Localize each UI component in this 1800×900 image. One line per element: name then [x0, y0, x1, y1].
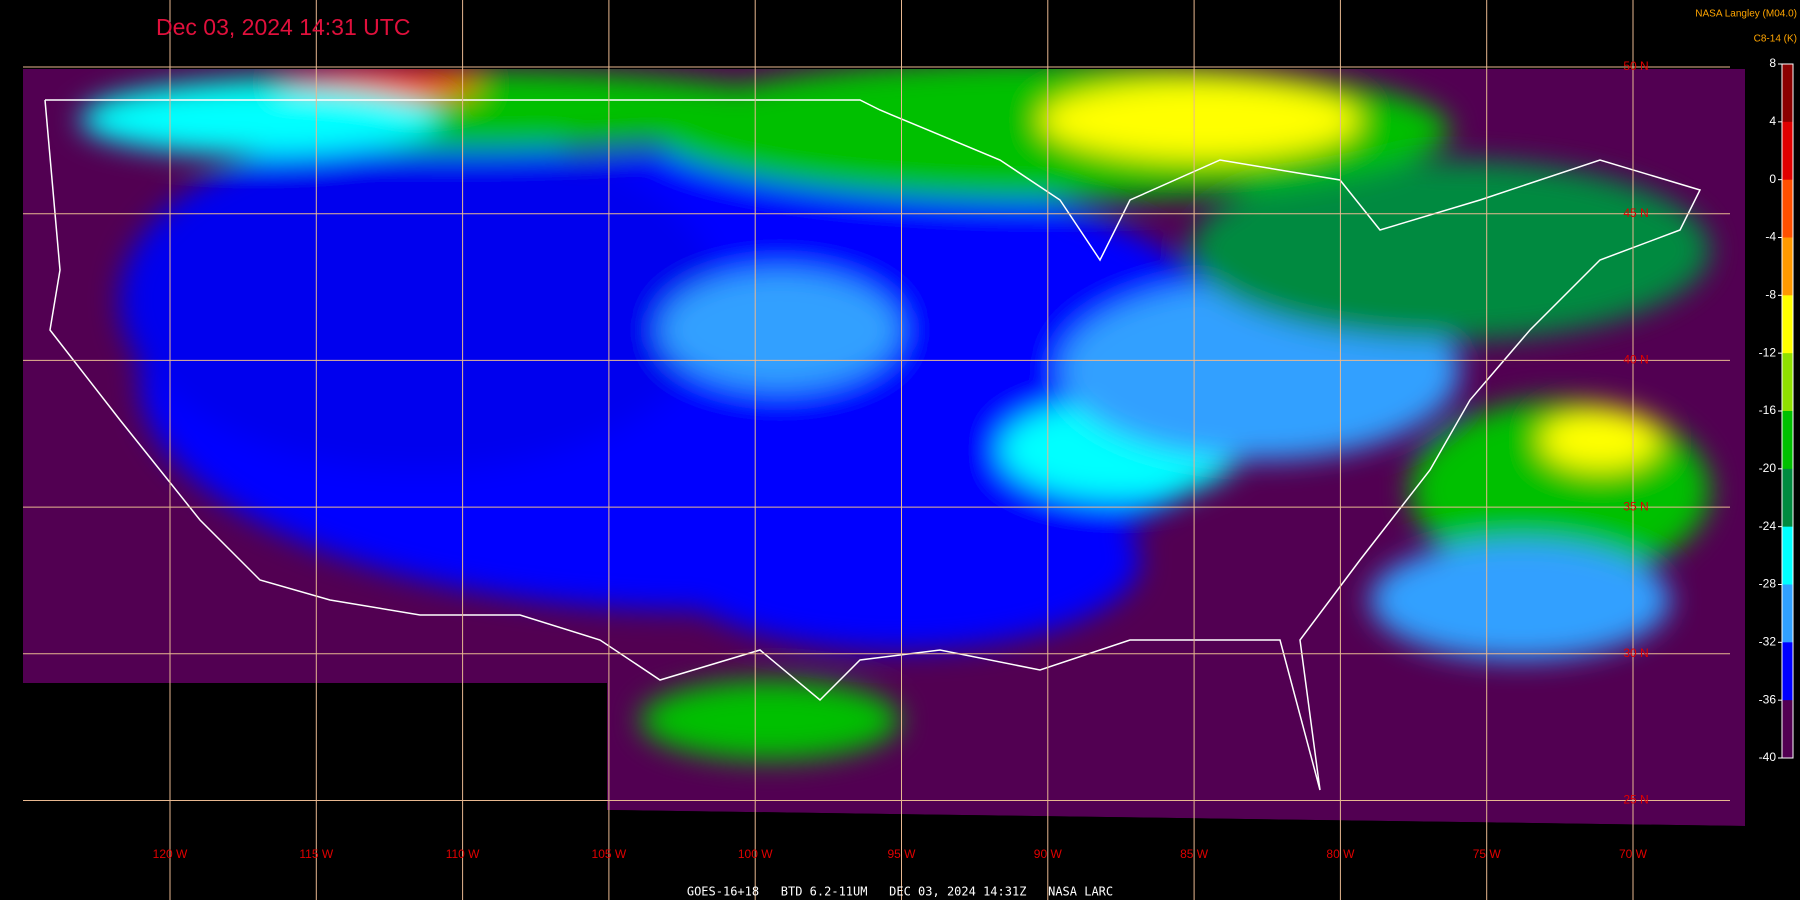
- latitude-label: 45 N: [1623, 206, 1648, 220]
- colorbar-tick-label: 8: [1769, 56, 1776, 70]
- colorbar-swatch: [1782, 121, 1793, 181]
- colorbar-tick-label: -4: [1765, 230, 1776, 244]
- latitude-label: 35 N: [1623, 499, 1648, 513]
- footer: GOES-16+18 BTD 6.2-11UM DEC 03, 2024 14:…: [687, 885, 1113, 899]
- longitude-label: 100 W: [738, 847, 773, 861]
- credit: NASA Langley (M04.0): [1695, 9, 1797, 20]
- colorbar-tick-label: -28: [1759, 577, 1777, 591]
- colorbar-swatch: [1782, 411, 1793, 470]
- longitude-label: 80 W: [1326, 847, 1355, 861]
- longitude-label: 70 W: [1619, 847, 1648, 861]
- coastline: [44, 99, 1702, 791]
- latitude-label: 30 N: [1623, 646, 1648, 660]
- colorbar-swatch: [1782, 353, 1793, 412]
- latitude-label: 50 N: [1623, 59, 1648, 73]
- longitude-label: 115 W: [299, 847, 333, 861]
- longitude-label: 110 W: [446, 847, 480, 861]
- longitude-label: 85 W: [1180, 847, 1209, 861]
- colorbar-tick-label: -40: [1759, 750, 1777, 764]
- colorbar: 8 4 0 -4 -8 -12 -16 -20 -24 -28 -32 -36 -40: [1759, 56, 1794, 764]
- colorbar-tick-label: -20: [1759, 461, 1777, 475]
- longitude-label: 105 W: [592, 847, 627, 861]
- latitude-label: 40 N: [1623, 353, 1648, 367]
- colorbar-swatch: [1782, 295, 1793, 354]
- colorbar-tick-label: 4: [1769, 114, 1776, 128]
- colorbar-swatch: [1782, 642, 1793, 701]
- latitude-label: 25 N: [1623, 793, 1648, 807]
- colorbar-swatch: [1782, 700, 1793, 759]
- colorbar-swatch: [1782, 584, 1793, 643]
- colorbar-tick-label: -32: [1759, 635, 1777, 649]
- colorbar-swatch: [1782, 64, 1793, 123]
- colorbar-tick-label: -12: [1759, 345, 1777, 359]
- colorbar-tick-label: 0: [1769, 172, 1776, 186]
- colorbar-tick-label: -16: [1759, 403, 1777, 417]
- colorbar-tick-label: -24: [1759, 519, 1777, 533]
- longitude-label: 75 W: [1473, 847, 1502, 861]
- longitude-label: 90 W: [1034, 847, 1063, 861]
- colorbar-swatch: [1782, 179, 1793, 238]
- imagery: [23, 69, 1745, 826]
- colorbar-swatch: [1782, 237, 1793, 296]
- map-title: Dec 03, 2024 14:31 UTC: [156, 14, 410, 40]
- colorbar-swatch: [1782, 526, 1793, 585]
- colorbar-tick-label: -36: [1759, 692, 1777, 706]
- colorbar-tick-label: -8: [1765, 288, 1776, 302]
- longitude-label: 95 W: [887, 847, 916, 861]
- colorbar-label: C8-14 (K): [1754, 34, 1797, 45]
- longitude-label: 120 W: [153, 847, 188, 861]
- graticule: 120 W 115 W 110 W 105 W 100 W 95 W 90 W 85 W 80 …: [23, 0, 1730, 900]
- colorbar-swatch: [1782, 468, 1793, 528]
